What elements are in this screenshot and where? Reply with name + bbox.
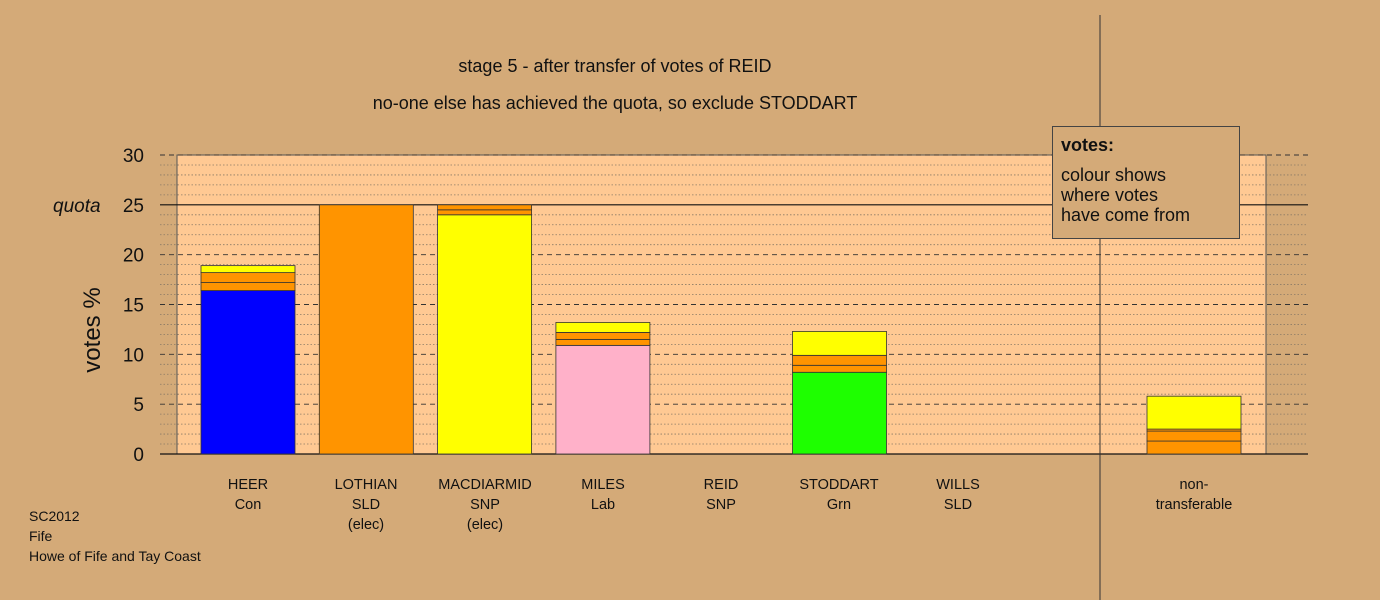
candidate-label-miles: MILES Lab	[538, 475, 668, 515]
bar-nontransferable-segment	[1146, 440, 1242, 455]
y-axis-label: votes %	[79, 287, 106, 372]
bar-macdiarmid-segment	[437, 204, 533, 211]
bar-stoddart-segment	[792, 364, 887, 373]
nontransferable-label: non- transferable	[1129, 475, 1259, 515]
y-tick-label: 5	[133, 395, 144, 416]
bar-macdiarmid-segment	[437, 209, 533, 216]
candidate-label-heer: HEER Con	[183, 475, 313, 515]
bar-nontransferable-segment	[1146, 395, 1242, 430]
legend-title: votes:	[1061, 135, 1115, 155]
y-tick-label: 25	[123, 196, 144, 217]
candidate-name: STODDART	[799, 477, 879, 493]
legend-line: where votes	[1061, 185, 1159, 205]
candidate-label-macdiarmid: MACDIARMID SNP (elec)	[420, 475, 550, 535]
candidate-party: Con	[234, 497, 262, 513]
footer-council: Fife	[29, 528, 53, 544]
quota-label: quota	[53, 196, 101, 217]
nontransferable-label-line1: non-	[1179, 477, 1209, 493]
candidate-label-reid: REID SNP	[656, 475, 786, 515]
candidate-label-wills: WILLS SLD	[893, 475, 1023, 515]
chart-title: stage 5 - after transfer of votes of REI…	[458, 56, 772, 76]
bar-miles-segment	[555, 322, 651, 333]
candidate-name: REID	[703, 477, 739, 493]
y-tick-label: 30	[123, 146, 144, 167]
bar-heer-segment	[200, 282, 296, 291]
candidate-party: SLD	[351, 497, 381, 513]
bar-heer-segment	[200, 265, 296, 274]
footer-ward: Howe of Fife and Tay Coast	[29, 548, 201, 564]
candidate-party: SNP	[470, 497, 500, 513]
bar-stoddart-segment	[792, 371, 887, 455]
candidate-name: WILLS	[936, 477, 980, 493]
candidate-name: LOTHIAN	[334, 477, 398, 493]
bar-nontransferable-segment	[1146, 430, 1242, 442]
chart-subtitle: no-one else has achieved the quota, so e…	[372, 93, 858, 113]
bar-miles-segment	[555, 332, 651, 340]
footer-info: SC2012 Fife Howe of Fife and Tay Coast	[29, 506, 201, 566]
candidate-label-stoddart: STODDART Grn	[774, 475, 904, 515]
bar-heer-segment	[200, 290, 296, 455]
bar-stoddart-segment	[792, 354, 887, 366]
bar-stoddart-segment	[792, 331, 887, 356]
candidate-note: (elec)	[466, 517, 504, 533]
candidate-name: HEER	[227, 477, 269, 493]
y-tick-label: 0	[133, 445, 144, 466]
bar-lothian-segment	[318, 204, 414, 455]
y-tick-label: 20	[123, 246, 144, 267]
bar-miles-segment	[555, 338, 651, 346]
y-tick-label: 15	[123, 296, 144, 317]
bar-macdiarmid-segment	[437, 214, 533, 455]
candidate-name: MACDIARMID	[438, 477, 532, 493]
legend-line: colour shows	[1061, 165, 1167, 185]
candidate-note: (elec)	[347, 517, 385, 533]
y-tick-label: 10	[123, 345, 144, 366]
legend-line: have come from	[1061, 205, 1191, 225]
legend-box: votes: colour shows where votes have com…	[1052, 126, 1240, 239]
candidate-party: Lab	[590, 497, 616, 513]
footer-election: SC2012	[29, 508, 80, 524]
candidate-party: SNP	[706, 497, 736, 513]
candidate-name: MILES	[581, 477, 625, 493]
candidate-party: SLD	[943, 497, 973, 513]
candidate-label-lothian: LOTHIAN SLD (elec)	[301, 475, 431, 535]
bar-miles-segment	[555, 344, 651, 455]
nontransferable-label-line2: transferable	[1155, 497, 1233, 513]
bar-heer-segment	[200, 272, 296, 283]
candidate-party: Grn	[826, 497, 852, 513]
